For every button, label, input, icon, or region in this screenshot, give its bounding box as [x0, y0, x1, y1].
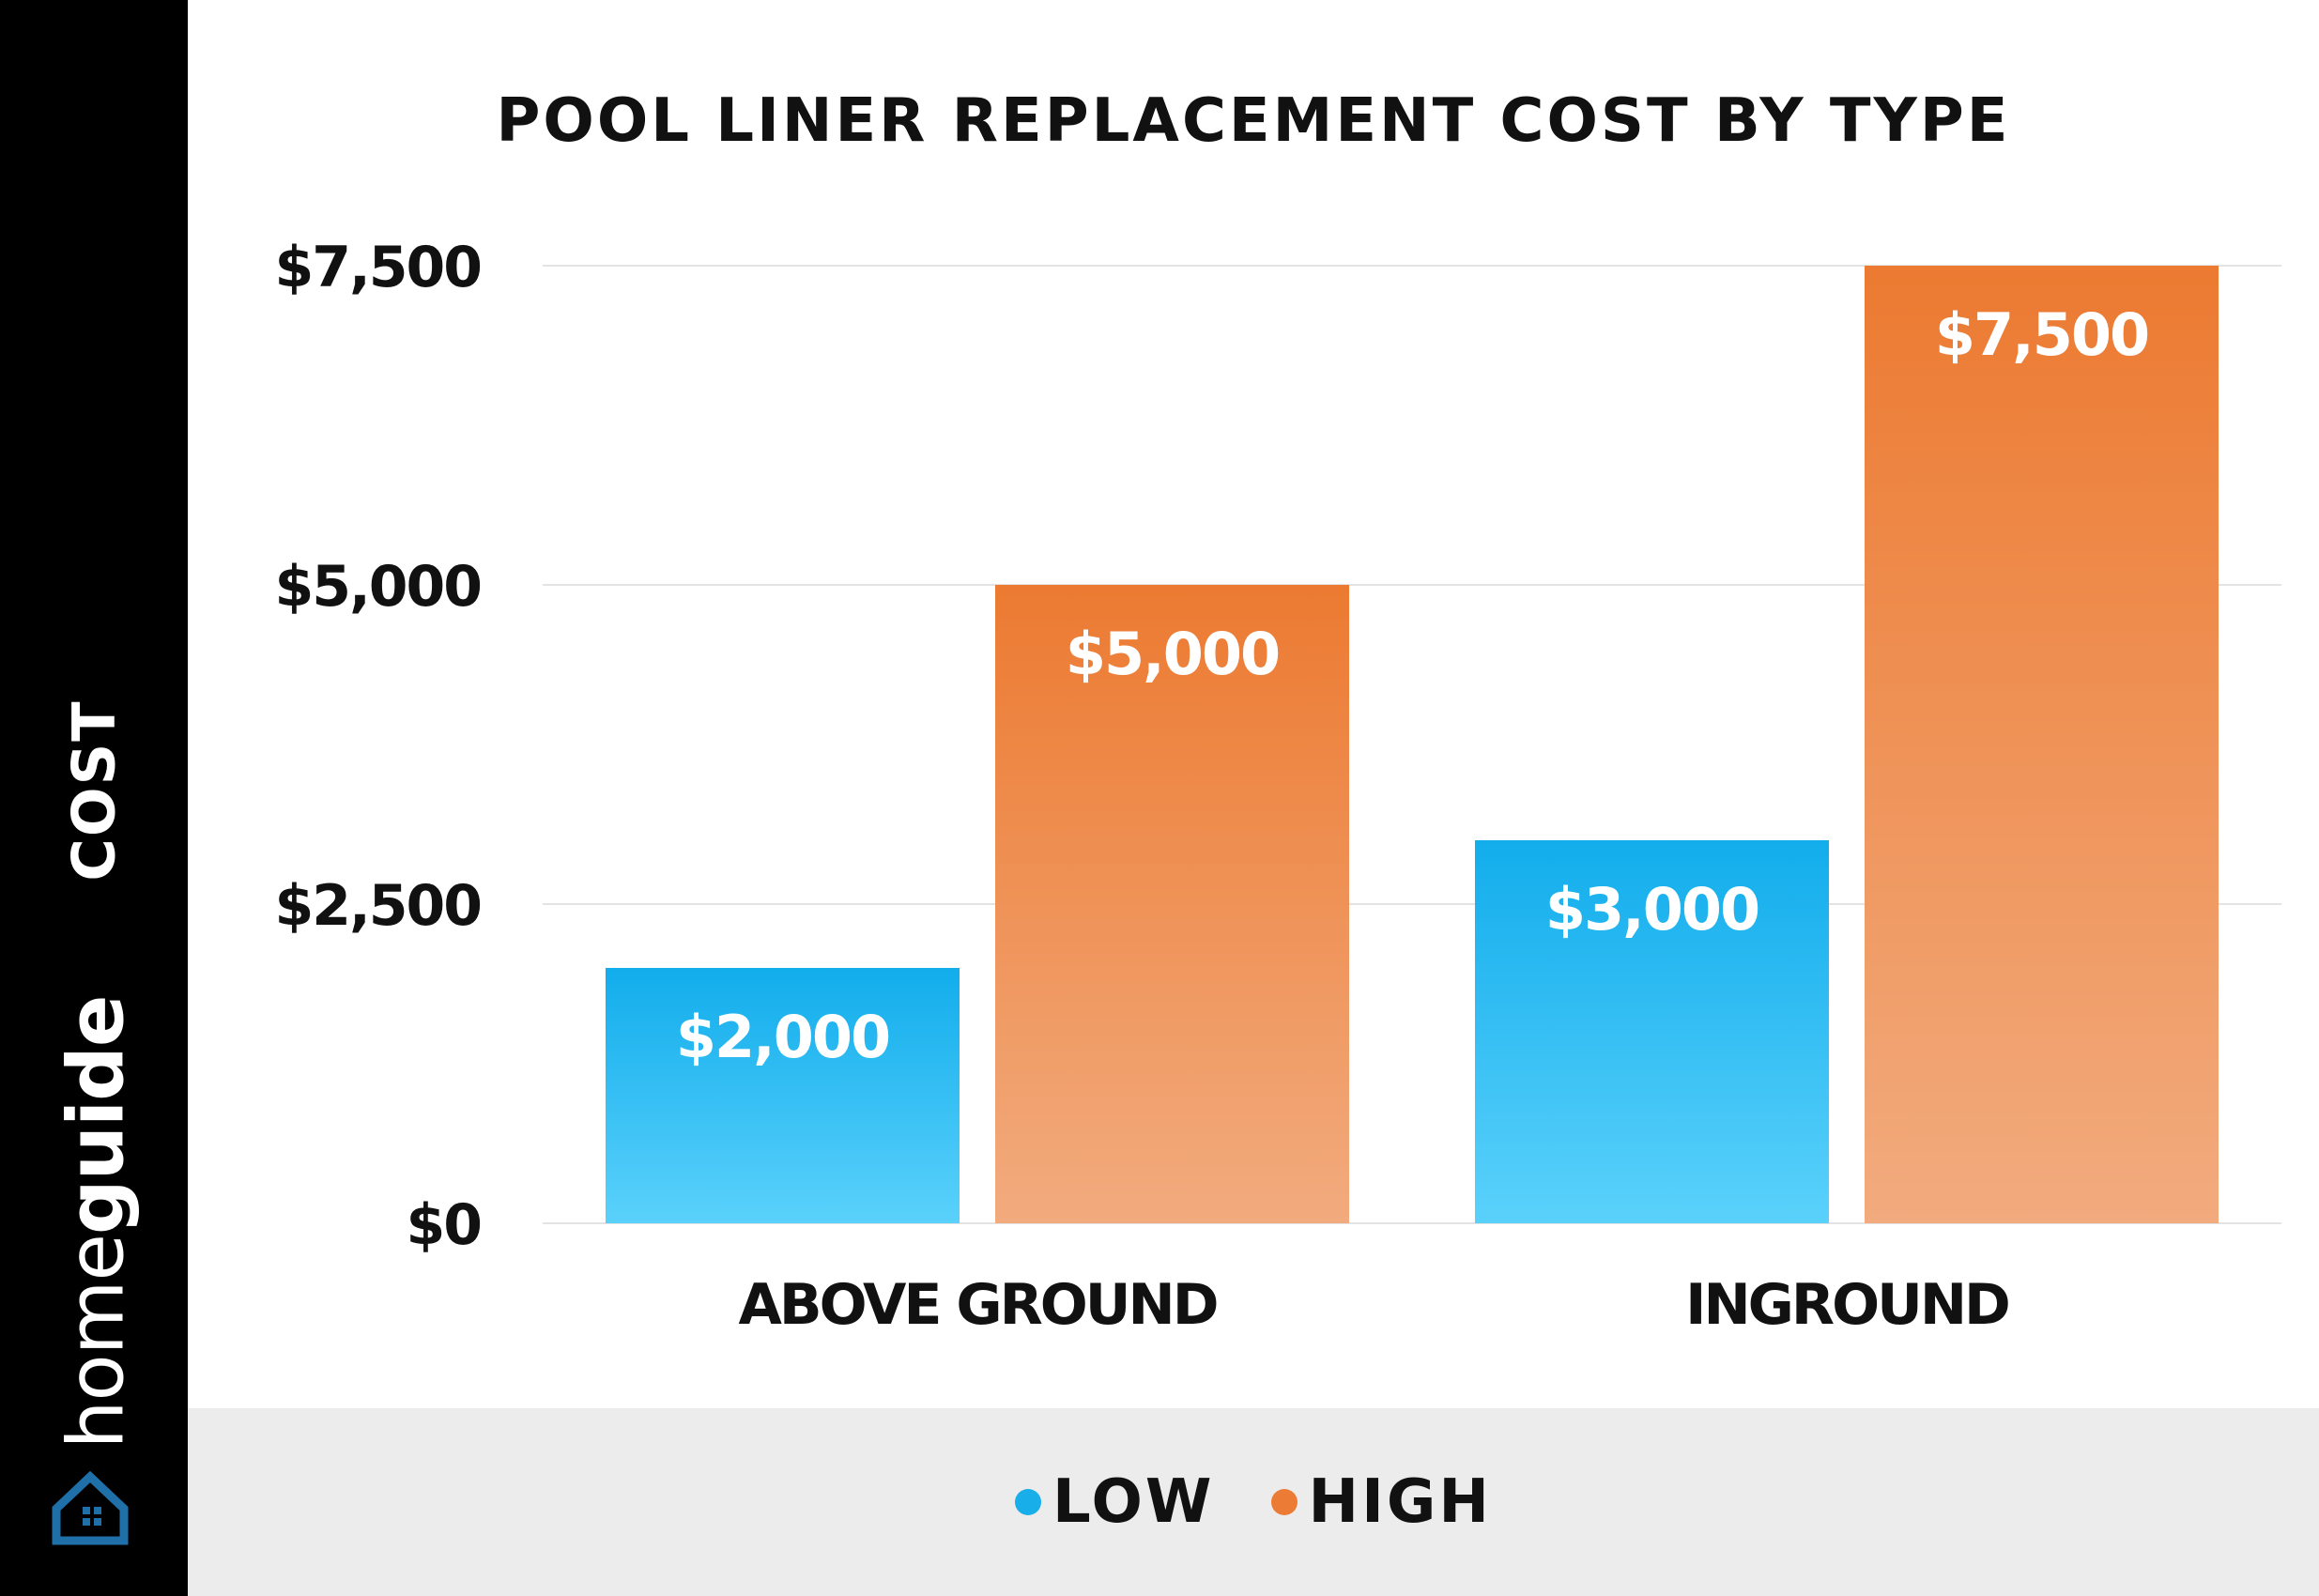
- bar-low: [606, 968, 960, 1223]
- y-tick-labels: $0 $2,500 $5,000 $7,500: [274, 235, 483, 1258]
- brand-wordmark-light: home: [52, 1235, 142, 1450]
- legend-dot-low: [1015, 1489, 1042, 1515]
- chart-plot: $0$2,500$5,000$7,500 $2,000$5,000$3,000$…: [274, 235, 2281, 1338]
- bar-low: [1475, 840, 1829, 1223]
- legend-dot-high: [1270, 1489, 1298, 1515]
- y-tick-label: $7,500: [274, 235, 481, 300]
- sidebar: COST homeguide: [0, 0, 188, 1596]
- bar-value-label: $5,000: [1066, 620, 1279, 688]
- legend: LOW HIGH: [188, 1408, 2319, 1596]
- y-axis-title: COST: [59, 699, 129, 882]
- y-tick-label: $0: [407, 1192, 482, 1258]
- legend-label-high: HIGH: [1308, 1467, 1492, 1537]
- x-tick-label: INGROUND: [1685, 1272, 2008, 1338]
- y-tick-label: $5,000: [274, 554, 481, 620]
- bar-value-label: $2,000: [676, 1003, 889, 1071]
- house-icon: [52, 1470, 129, 1545]
- chart-title: POOL LINER REPLACEMENT COST BY TYPE: [496, 86, 2011, 156]
- bars: [606, 266, 2219, 1223]
- legend-item-high: HIGH: [1270, 1467, 1492, 1537]
- legend-panel: LOW HIGH: [188, 1408, 2319, 1596]
- x-tick-label: ABOVE GROUND: [738, 1272, 1216, 1338]
- legend-label-low: LOW: [1052, 1467, 1215, 1537]
- bar-high: [995, 585, 1349, 1223]
- bar-value-labels: $2,000 $5,000 $3,000 $7,500: [676, 300, 2150, 1071]
- y-tick-label: $2,500: [274, 873, 481, 939]
- brand-wordmark-bold: guide: [52, 995, 142, 1235]
- brand-wordmark: homeguide: [53, 996, 142, 1450]
- bar-value-label: $3,000: [1545, 875, 1758, 944]
- legend-item-low: LOW: [1015, 1467, 1215, 1537]
- bar-value-label: $7,500: [1935, 300, 2148, 369]
- bar-high: [1865, 266, 2219, 1223]
- x-tick-labels: ABOVE GROUND INGROUND: [738, 1272, 2011, 1338]
